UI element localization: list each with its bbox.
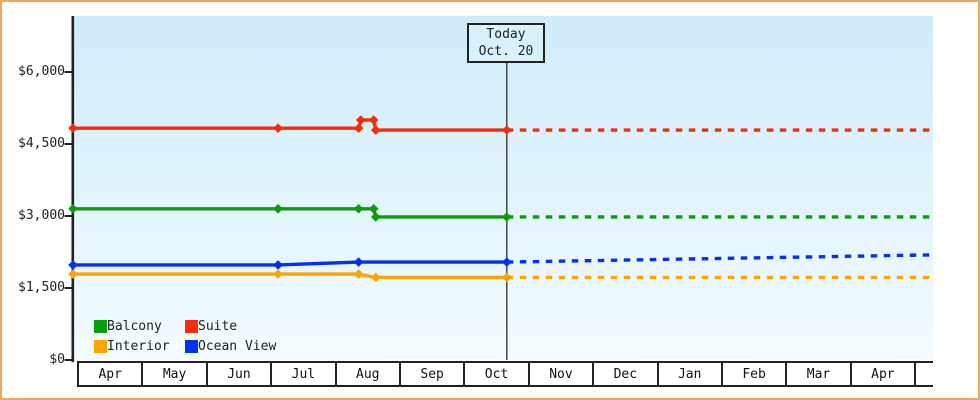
x-axis-month-cell: Nov (529, 363, 595, 385)
data-point-balcony (273, 204, 283, 214)
legend-label: Suite (198, 318, 238, 334)
chart-legend: Balcony Suite Interior Ocean View (94, 316, 276, 356)
today-date-label: Oct. 20 (478, 44, 534, 59)
legend-item-suite: Suite (185, 316, 276, 336)
x-axis-month-cell: May (143, 363, 208, 385)
data-point-suite (502, 125, 512, 135)
x-axis-month-cell: Oct (465, 363, 530, 385)
x-axis-month-cell: Mar (787, 363, 852, 385)
y-axis-tick (64, 287, 73, 289)
y-axis-label: $4,500 (18, 136, 65, 151)
legend-item-interior: Interior (94, 336, 185, 356)
x-axis-month-strip: Apr May Jun Jul Aug Sep Oct Nov Dec Jan Feb Mar Apr (77, 361, 933, 387)
x-axis-month-cell: Jun (207, 363, 273, 385)
data-point-suite (273, 123, 283, 133)
data-point-ocean-view (273, 260, 283, 270)
x-axis-month-cell: Aug (336, 363, 401, 385)
y-axis-label: $1,500 (18, 280, 65, 295)
data-point-balcony (371, 212, 381, 222)
today-label: Today (486, 27, 526, 42)
legend-swatch-balcony (94, 319, 107, 333)
legend-label: Balcony (107, 318, 162, 334)
legend-item-ocean-view: Ocean View (185, 336, 276, 356)
x-axis-month-cell: Jan (658, 363, 723, 385)
legend-swatch-interior (94, 339, 107, 353)
series-forecast-ocean-view (506, 253, 932, 264)
data-point-ocean-view (353, 257, 364, 267)
y-axis-tick (64, 143, 73, 145)
legend-label: Interior (107, 338, 170, 354)
x-axis-month-cell: Apr (851, 363, 917, 385)
series-line-balcony (73, 207, 507, 219)
data-point-balcony (68, 204, 78, 214)
y-axis-tick (64, 215, 73, 217)
data-point-suite (68, 123, 78, 133)
series-line-ocean-view (73, 260, 507, 267)
data-point-suite (355, 115, 366, 125)
data-point-balcony (353, 204, 364, 214)
y-axis-label: $0 (49, 352, 65, 367)
series-line-suite (73, 118, 507, 132)
data-point-balcony (368, 204, 379, 214)
data-point-suite (368, 115, 379, 125)
data-point-interior (371, 272, 381, 283)
y-axis-label: $3,000 (18, 208, 65, 223)
data-point-suite (353, 123, 364, 133)
legend-item-balcony: Balcony (94, 316, 185, 336)
y-axis-tick (64, 71, 73, 73)
y-axis-tick (64, 359, 73, 361)
data-point-suite (371, 125, 381, 135)
data-point-interior (502, 272, 512, 283)
x-axis-month-cell: Jul (272, 363, 337, 385)
data-point-interior (273, 269, 283, 279)
data-point-interior (353, 269, 364, 279)
plot-area-background (72, 16, 933, 360)
x-axis-month-cell: Feb (722, 363, 788, 385)
data-point-interior (68, 269, 78, 279)
x-axis-month-cell: Sep (400, 363, 466, 385)
x-axis-month-cell: Apr (79, 363, 144, 385)
legend-label: Ocean View (198, 338, 277, 354)
today-marker-box: Today Oct. 20 (467, 23, 545, 63)
legend-swatch-suite (185, 319, 198, 333)
data-point-ocean-view (502, 257, 512, 267)
series-line-interior (73, 272, 507, 280)
data-point-balcony (502, 212, 512, 222)
x-axis-month-cell: Dec (594, 363, 659, 385)
data-point-ocean-view (68, 260, 78, 270)
x-axis-filler-cell (916, 363, 933, 385)
y-axis-label: $6,000 (18, 64, 65, 79)
legend-swatch-ocean-view (185, 339, 198, 353)
